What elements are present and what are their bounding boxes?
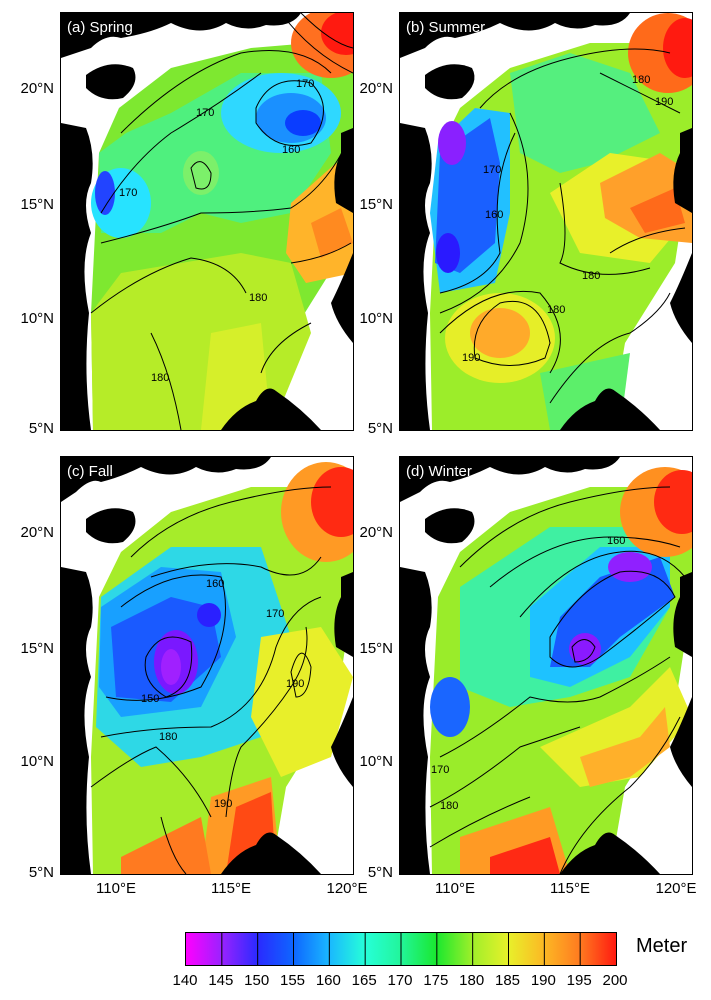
y-tick-label: 15°N: [20, 196, 54, 213]
colorbar-tick-label: 150: [244, 972, 270, 989]
x-tick-label: 120°E: [655, 880, 697, 897]
panel-title: (c) Fall: [67, 463, 113, 480]
panel-title: (b) Summer: [406, 19, 486, 36]
x-tick-label: 115°E: [211, 880, 251, 897]
colorbar-tick-label: 155: [279, 972, 306, 989]
y-tick-label: 10°N: [359, 753, 393, 770]
colorbar-gradient: [186, 933, 616, 965]
y-tick-label: 10°N: [359, 310, 393, 327]
colorbar-tick-label: 180: [459, 972, 485, 989]
colorbar-tick-label: 190: [530, 972, 556, 989]
y-tick-label: 5°N: [367, 864, 393, 881]
y-tick-label: 5°N: [28, 864, 54, 881]
colorbar-tick-label: 195: [566, 972, 592, 989]
y-tick-label: 20°N: [359, 524, 393, 541]
colorbar-tick-label: 160: [315, 972, 341, 989]
panel-winter: (d) Winter 160 170 180: [399, 456, 693, 875]
panel-spring: (a) Spring 170 170 160 170 180 180: [60, 12, 354, 431]
colorbar: [185, 932, 617, 966]
colorbar-tick-label: 200: [602, 972, 628, 989]
colorbar-tick-label: 140: [172, 972, 198, 989]
y-tick-label: 10°N: [20, 310, 54, 327]
panel-title: (d) Winter: [406, 463, 472, 480]
x-tick-label: 120°E: [326, 880, 368, 897]
y-tick-label: 15°N: [359, 196, 393, 213]
colorbar-tick-label: 185: [494, 972, 521, 989]
panel-title: (a) Spring: [67, 19, 133, 36]
colorbar-tick-label: 145: [208, 972, 234, 989]
colorbar-tick-label: 165: [351, 972, 377, 989]
fall-map: [61, 457, 353, 874]
x-tick-label: 110°E: [435, 880, 475, 897]
winter-map: [400, 457, 692, 874]
y-tick-label: 10°N: [20, 753, 54, 770]
y-tick-label: 5°N: [367, 420, 393, 437]
y-tick-label: 20°N: [20, 80, 54, 97]
colorbar-unit-label: Meter: [636, 935, 688, 957]
y-tick-label: 15°N: [20, 640, 54, 657]
spring-map: [61, 13, 353, 430]
panel-fall: (c) Fall 160 170 150 190 180 190: [60, 456, 354, 875]
x-tick-label: 110°E: [96, 880, 136, 897]
y-tick-label: 20°N: [20, 524, 54, 541]
y-tick-label: 15°N: [359, 640, 393, 657]
summer-map: [400, 13, 692, 430]
y-tick-label: 5°N: [28, 420, 54, 437]
x-tick-label: 115°E: [550, 880, 590, 897]
colorbar-tick-label: 170: [387, 972, 413, 989]
y-tick-label: 20°N: [359, 80, 393, 97]
panel-summer: (b) Summer 180 190 170 160 180 180 190: [399, 12, 693, 431]
colorbar-tick-label: 175: [423, 972, 449, 989]
